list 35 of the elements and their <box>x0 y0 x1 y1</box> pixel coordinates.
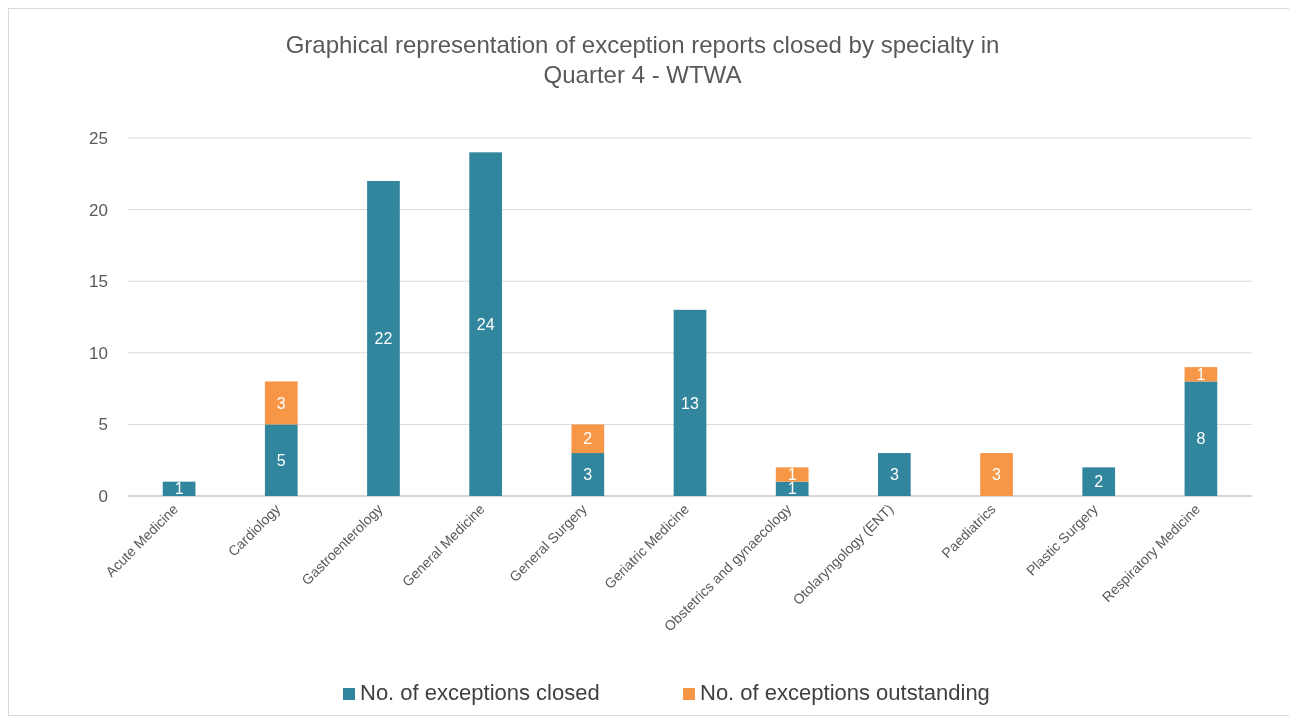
data-label: 13 <box>681 394 699 412</box>
y-tick-label: 0 <box>98 486 108 506</box>
data-label: 8 <box>1196 430 1206 448</box>
data-label: 24 <box>476 315 495 333</box>
bar <box>264 381 298 425</box>
data-label: 3 <box>583 466 593 484</box>
data-label: 3 <box>889 466 899 484</box>
legend-label: No. of exceptions outstanding <box>700 680 990 705</box>
bar <box>1082 467 1116 496</box>
data-label: 2 <box>583 430 593 448</box>
bar <box>878 453 911 496</box>
data-label: 5 <box>276 451 286 469</box>
chart-title: Graphical representation of exception reports closed by specialty in Quarter 4 - WTWA <box>285 31 1000 88</box>
y-tick-label: 15 <box>89 272 108 292</box>
bar <box>571 424 605 454</box>
y-tick-label: 20 <box>89 200 108 220</box>
data-label: 1 <box>787 480 797 498</box>
data-label: 3 <box>276 394 286 412</box>
bar <box>673 309 707 496</box>
data-label: 1 <box>1196 365 1206 383</box>
data-label: 2 <box>1094 473 1104 491</box>
bar <box>1184 381 1218 496</box>
bar <box>980 453 1013 496</box>
y-tick-label: 25 <box>89 128 108 148</box>
bar <box>775 467 809 482</box>
data-label: 3 <box>992 466 1002 484</box>
bar <box>469 152 502 496</box>
bar <box>571 453 605 496</box>
y-tick-label: 10 <box>89 343 108 363</box>
data-label: 1 <box>174 480 184 498</box>
bar <box>264 424 298 496</box>
y-tick-label: 5 <box>98 415 108 435</box>
legend-label: No. of exceptions closed <box>360 680 600 705</box>
data-label: 22 <box>374 330 393 348</box>
bar <box>367 180 400 496</box>
